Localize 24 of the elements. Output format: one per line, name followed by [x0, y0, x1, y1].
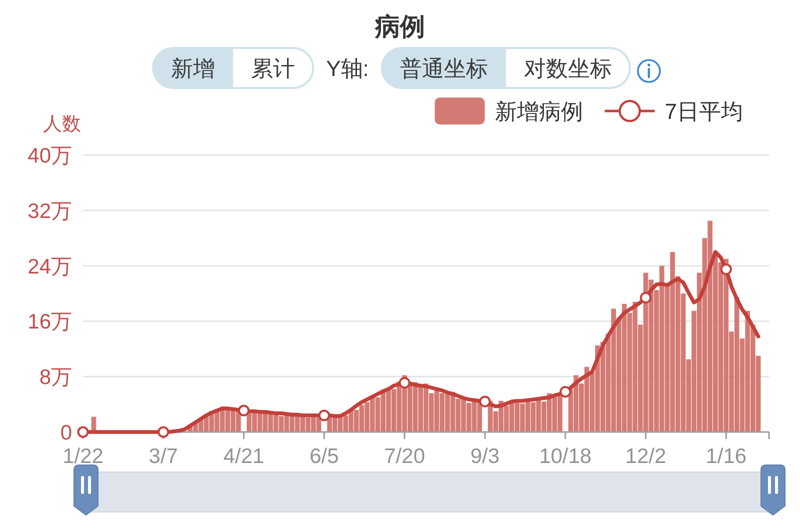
legend-label: 7日平均 — [664, 99, 743, 124]
y-tick-label: 0 — [60, 422, 72, 444]
y-tick-label: 32万 — [28, 200, 72, 223]
axis-mode-label: Y轴: — [326, 56, 369, 81]
x-tick-label: 10/18 — [539, 445, 592, 468]
toggle-option: 对数坐标 — [524, 56, 612, 81]
y-tick-label: 40万 — [28, 144, 72, 168]
y-tick-label: 16万 — [28, 310, 72, 334]
y-title: 人数 — [43, 114, 81, 135]
toggle-option: 累计 — [251, 56, 296, 81]
toggle-option-selected: 普通坐标 — [400, 56, 488, 81]
x-tick-label: 1/16 — [706, 445, 747, 468]
toggle-option-selected: 新增 — [171, 56, 216, 81]
x-tick-label: 1/22 — [62, 445, 104, 468]
y-tick-label: 24万 — [28, 255, 72, 278]
title: 病例 — [375, 13, 425, 41]
x-tick-label: 3/7 — [148, 445, 178, 468]
x-tick-label: 9/3 — [470, 445, 500, 468]
x-tick-label: 12/2 — [625, 445, 666, 468]
y-tick-label: 8万 — [39, 366, 72, 390]
x-tick-label: 7/20 — [384, 445, 425, 468]
x-tick-label: 6/5 — [310, 445, 339, 468]
x-tick-label: 4/21 — [223, 445, 264, 468]
legend-label: 新增病例 — [494, 99, 583, 124]
